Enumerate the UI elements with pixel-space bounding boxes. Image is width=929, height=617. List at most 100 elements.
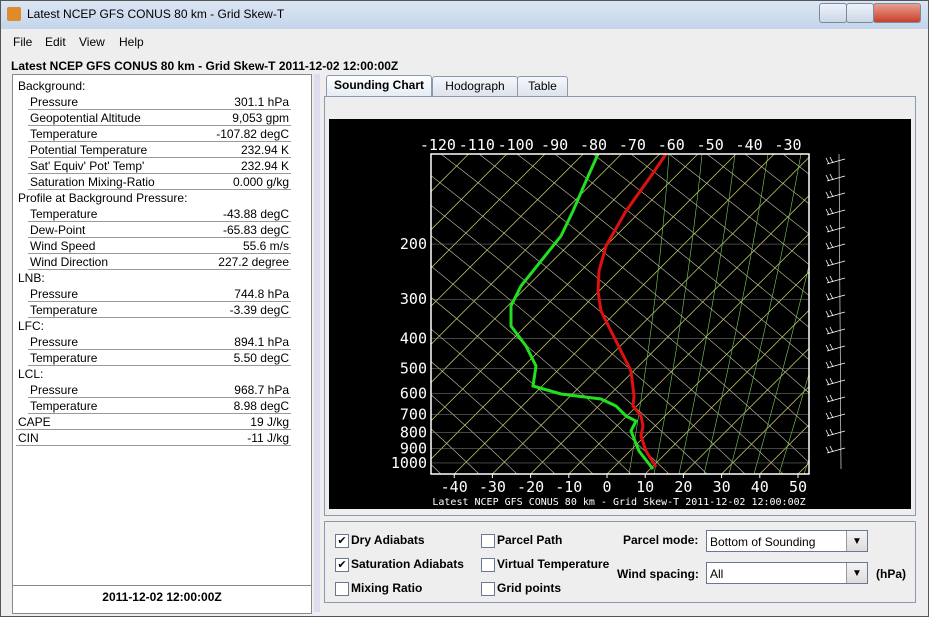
row-label: Temperature (30, 207, 98, 221)
top-temp-label: -50 (697, 136, 724, 154)
pressure-label: 300 (400, 290, 427, 308)
top-temp-label: -110 (459, 136, 495, 154)
row-value: 227.2 degree (218, 255, 289, 269)
splitter[interactable] (314, 74, 320, 612)
isotherm (431, 154, 508, 231)
row-line (28, 237, 291, 238)
isotherm (606, 271, 809, 474)
pressure-label: 800 (400, 424, 427, 442)
row-value: 301.1 hPa (234, 95, 289, 109)
app-icon (7, 7, 21, 21)
row-line (28, 269, 291, 270)
row-label: Dew-Point (30, 223, 86, 237)
checkbox-label[interactable]: Virtual Temperature (497, 557, 610, 571)
header: Latest NCEP GFS CONUS 80 km - Grid Skew-… (11, 59, 399, 73)
isotherm (492, 156, 809, 474)
pressure-label: 200 (400, 235, 427, 253)
minimize-button[interactable] (819, 3, 847, 23)
bottom-temp-label: -20 (517, 478, 544, 496)
checkbox[interactable] (481, 534, 495, 548)
row-value: 232.94 K (240, 159, 289, 173)
footer-date: 2011-12-02 12:00:00Z (102, 590, 222, 604)
row-line (28, 349, 291, 350)
checkbox-label[interactable]: Parcel Path (497, 533, 563, 547)
menu-item[interactable]: Help (119, 35, 144, 49)
pressure-label: 900 (400, 440, 427, 458)
pressure-label: 700 (400, 405, 427, 423)
checkbox[interactable] (481, 582, 495, 596)
wind-barb (825, 377, 846, 386)
bottom-temp-label: -30 (479, 478, 506, 496)
dry-adiabat (431, 296, 632, 474)
dry-adiabat (431, 175, 784, 474)
menu-item[interactable]: Edit (45, 35, 66, 49)
close-button[interactable] (873, 3, 921, 23)
checkbox-label[interactable]: Grid points (497, 581, 561, 595)
checkbox-label[interactable]: Saturation Adiabats (351, 557, 464, 571)
plot-frame (430, 153, 810, 475)
wind-barb (825, 343, 846, 352)
temperature-curve (596, 154, 668, 468)
tab[interactable]: Table (517, 76, 568, 96)
bottom-temp-label: -40 (441, 478, 468, 496)
row-value: -11 J/kg (247, 431, 289, 445)
bottom-temp-label: 20 (674, 478, 692, 496)
bottom-temp-label: 40 (751, 478, 769, 496)
title-bar: Latest NCEP GFS CONUS 80 km - Grid Skew-… (1, 1, 928, 29)
dry-adiabat (592, 154, 809, 328)
dry-adiabat (668, 154, 809, 265)
dry-adiabat (431, 394, 518, 474)
checkbox[interactable] (481, 558, 495, 572)
top-temp-label: -70 (619, 136, 646, 154)
checkbox[interactable]: ✔ (335, 558, 349, 572)
wind-barb (825, 156, 846, 165)
row-label: Temperature (30, 399, 98, 413)
dry-adiabat (554, 154, 809, 361)
tab[interactable]: Sounding Chart (326, 75, 432, 96)
menu-item[interactable]: File (13, 35, 33, 49)
row-line (28, 189, 291, 190)
isotherm (683, 347, 809, 474)
wind-spacing-combo[interactable]: All ▼ (706, 562, 868, 584)
wind-barbs (825, 153, 846, 470)
saturation-adiabat (653, 154, 703, 474)
row-value: 968.7 hPa (234, 383, 289, 397)
row-line (28, 109, 291, 110)
dry-adiabat (431, 265, 670, 474)
pressure-label: 1000 (391, 454, 427, 472)
unit-label: (hPa) (876, 567, 906, 581)
chart-panel: 200 300 400 500 600 700 800 900 1000 -120 -110 -100… (324, 96, 916, 516)
menu-item[interactable]: View (79, 35, 105, 49)
parcel-mode-combo[interactable]: Bottom of Sounding ▼ (706, 530, 868, 552)
top-temp-label: -90 (541, 136, 568, 154)
separator (13, 585, 311, 586)
parcel-mode-label: Parcel mode: (623, 533, 699, 547)
barb-staff (838, 153, 842, 470)
checkbox-label[interactable]: Mixing Ratio (351, 581, 423, 595)
bottom-temp-label: 10 (636, 478, 654, 496)
dry-adiabat (440, 154, 809, 463)
row-value: 55.6 m/s (242, 239, 289, 253)
maximize-button[interactable] (846, 3, 874, 23)
row-label: Geopotential Altitude (30, 111, 141, 125)
saturation-adiabat (678, 154, 736, 474)
row-line (28, 253, 291, 254)
pressure-label: 500 (400, 360, 427, 378)
wind-barb (825, 394, 846, 403)
row-label: CIN (18, 431, 39, 445)
dry-adiabat (431, 328, 594, 474)
bottom-temp-label: 0 (602, 478, 611, 496)
checkbox[interactable] (335, 582, 349, 596)
pressure-label: 600 (400, 384, 427, 402)
checkbox-label[interactable]: Dry Adiabats (351, 533, 425, 547)
checkbox[interactable]: ✔ (335, 534, 349, 548)
saturation-adiabat (728, 154, 802, 474)
top-temp-label: -100 (498, 136, 534, 154)
chart-background (329, 119, 911, 509)
tab[interactable]: Hodograph (432, 76, 518, 96)
row-line (28, 173, 291, 174)
row-label: CAPE (18, 415, 51, 429)
wind-barb (825, 275, 846, 284)
row-label: Background: (18, 79, 86, 93)
